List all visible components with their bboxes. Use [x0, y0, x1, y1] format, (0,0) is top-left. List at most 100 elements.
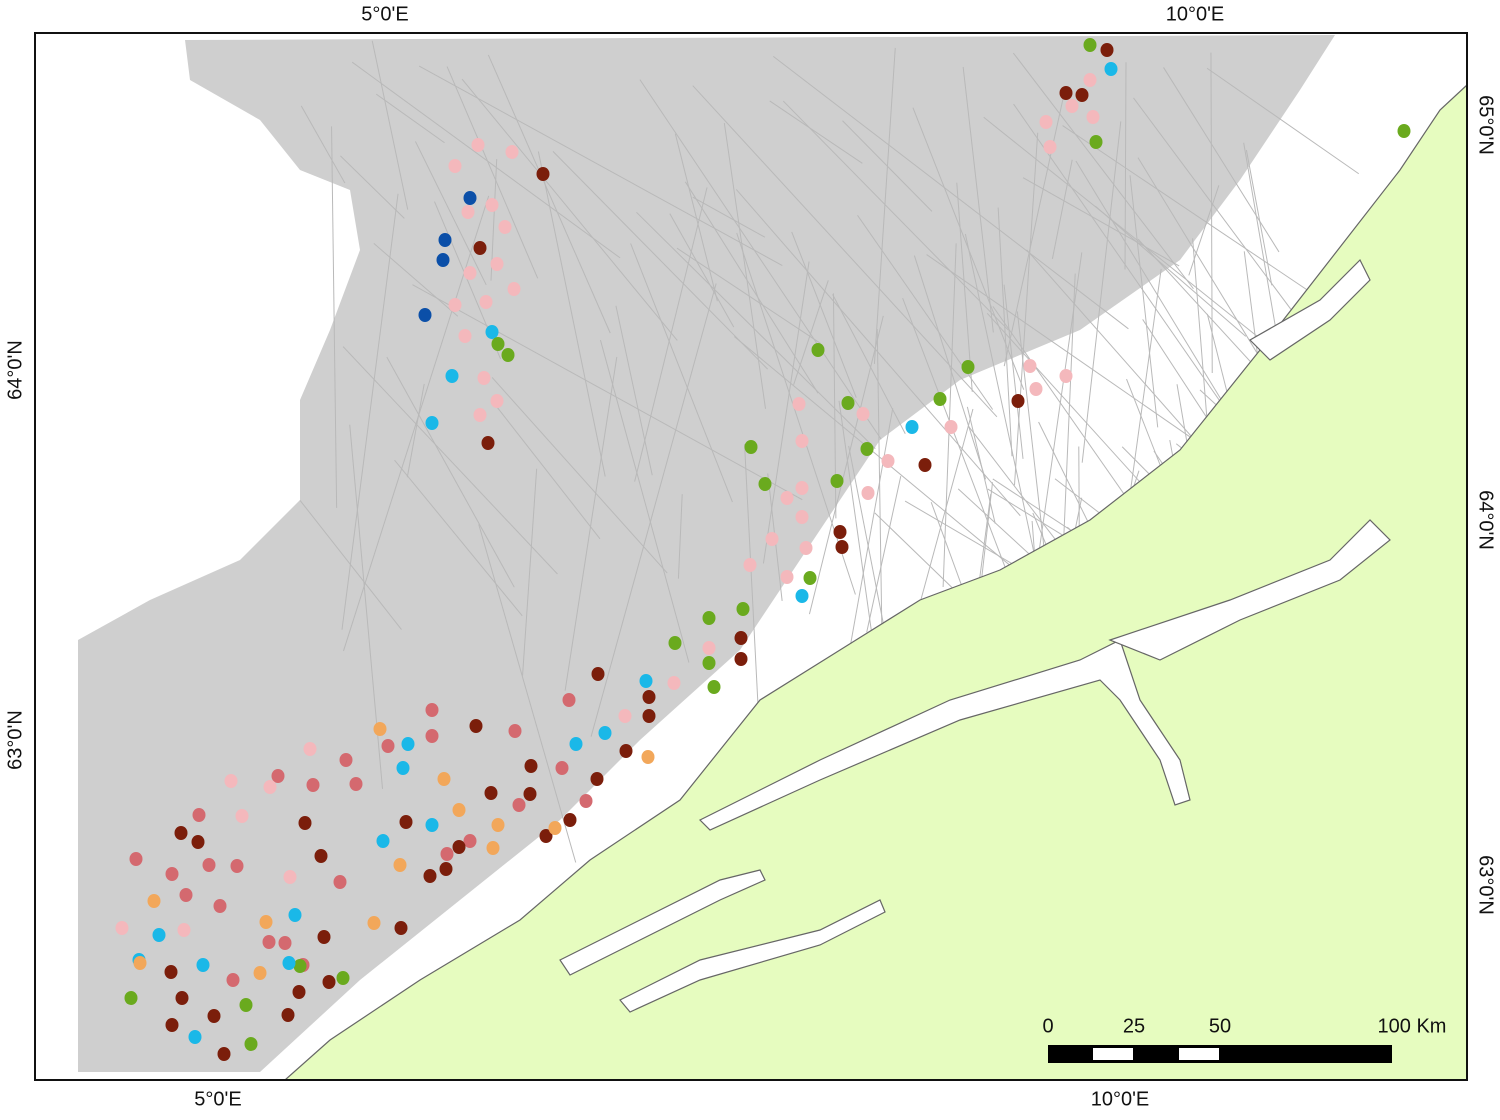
survey-track [1012, 52, 1194, 290]
sample-site [477, 371, 491, 385]
sample-site [471, 138, 485, 152]
sample-site [702, 641, 716, 655]
survey-track [1081, 121, 1122, 463]
survey-track [1022, 177, 1180, 267]
sample-site [569, 737, 583, 751]
sample-site [306, 778, 320, 792]
sample-site [463, 834, 477, 848]
graticule-label: 63°0'N [4, 710, 26, 770]
sample-site [743, 558, 757, 572]
graticule-label: 64°0'N [4, 340, 26, 400]
land [284, 84, 1467, 1080]
sample-site [505, 145, 519, 159]
survey-track [394, 459, 523, 617]
sample-site [512, 798, 526, 812]
sample-site [425, 729, 439, 743]
survey-track [491, 377, 668, 574]
sample-site [507, 282, 521, 296]
sample-site [292, 985, 306, 999]
bathymetry [78, 35, 1335, 1072]
sample-site [259, 915, 273, 929]
sample-site [1011, 394, 1025, 408]
sample-site [394, 921, 408, 935]
fjords [559, 258, 1391, 1013]
sample-site [563, 813, 577, 827]
sample-site [861, 486, 875, 500]
sample-site [174, 826, 188, 840]
sample-site [642, 709, 656, 723]
sample-site [262, 935, 276, 949]
sample-site [490, 394, 504, 408]
survey-track [674, 133, 718, 302]
sample-site [439, 862, 453, 876]
survey-track [832, 294, 906, 434]
sample-site [461, 205, 475, 219]
scale-label: 25 [1123, 1015, 1145, 1037]
sample-site [933, 392, 947, 406]
sample-site [425, 416, 439, 430]
sample-site [469, 719, 483, 733]
sample-site [401, 737, 415, 751]
survey-track [590, 283, 717, 737]
sample-site [448, 159, 462, 173]
sample-site [373, 722, 387, 736]
sample-site [1397, 124, 1411, 138]
sample-site [192, 808, 206, 822]
sample-site [758, 477, 772, 491]
survey-track [1003, 92, 1065, 367]
sample-site [598, 726, 612, 740]
sample-site [213, 899, 227, 913]
survey-track [371, 40, 409, 210]
sample-site [841, 396, 855, 410]
sample-site [792, 397, 806, 411]
sample-site [881, 454, 895, 468]
sample-site [207, 1009, 221, 1023]
survey-track [537, 151, 606, 477]
sample-site [803, 571, 817, 585]
sample-site [1059, 369, 1073, 383]
sample-site [539, 829, 553, 843]
sample-site [795, 589, 809, 603]
survey-track [857, 215, 994, 410]
sample-site [1089, 135, 1103, 149]
sample-site [744, 440, 758, 454]
sample-site [263, 780, 277, 794]
sample-site [734, 652, 748, 666]
survey-track [375, 93, 445, 144]
survey-track [1003, 284, 1024, 459]
survey-track [677, 494, 683, 579]
sample-site [1065, 99, 1079, 113]
survey-track [634, 187, 708, 482]
scale-label: 50 [1209, 1015, 1231, 1037]
sample-site [381, 739, 395, 753]
survey-track [300, 105, 346, 184]
sample-site [152, 928, 166, 942]
survey-track [373, 243, 459, 317]
survey-track [412, 284, 803, 501]
sample-site [795, 434, 809, 448]
sample-site [165, 1018, 179, 1032]
survey-track [487, 54, 611, 334]
sample-site [147, 894, 161, 908]
sample-site [498, 220, 512, 234]
sample-site [317, 930, 331, 944]
survey-track [331, 126, 338, 508]
graticule-label: 65°0'N [1475, 95, 1497, 155]
survey-track [639, 79, 882, 440]
sample-site [282, 956, 296, 970]
sample-site [1083, 38, 1097, 52]
survey-track [1210, 52, 1213, 374]
sample-site [780, 491, 794, 505]
sample-site [1100, 43, 1114, 57]
graticule-label: 63°0'N [1475, 855, 1497, 915]
sample-site [349, 777, 363, 791]
sample-site [423, 869, 437, 883]
sample-site [562, 693, 576, 707]
survey-track [599, 339, 690, 663]
sample-site [536, 167, 550, 181]
sample-site [283, 870, 297, 884]
survey-track [406, 383, 425, 478]
sample-site [333, 875, 347, 889]
sample-site [830, 474, 844, 488]
